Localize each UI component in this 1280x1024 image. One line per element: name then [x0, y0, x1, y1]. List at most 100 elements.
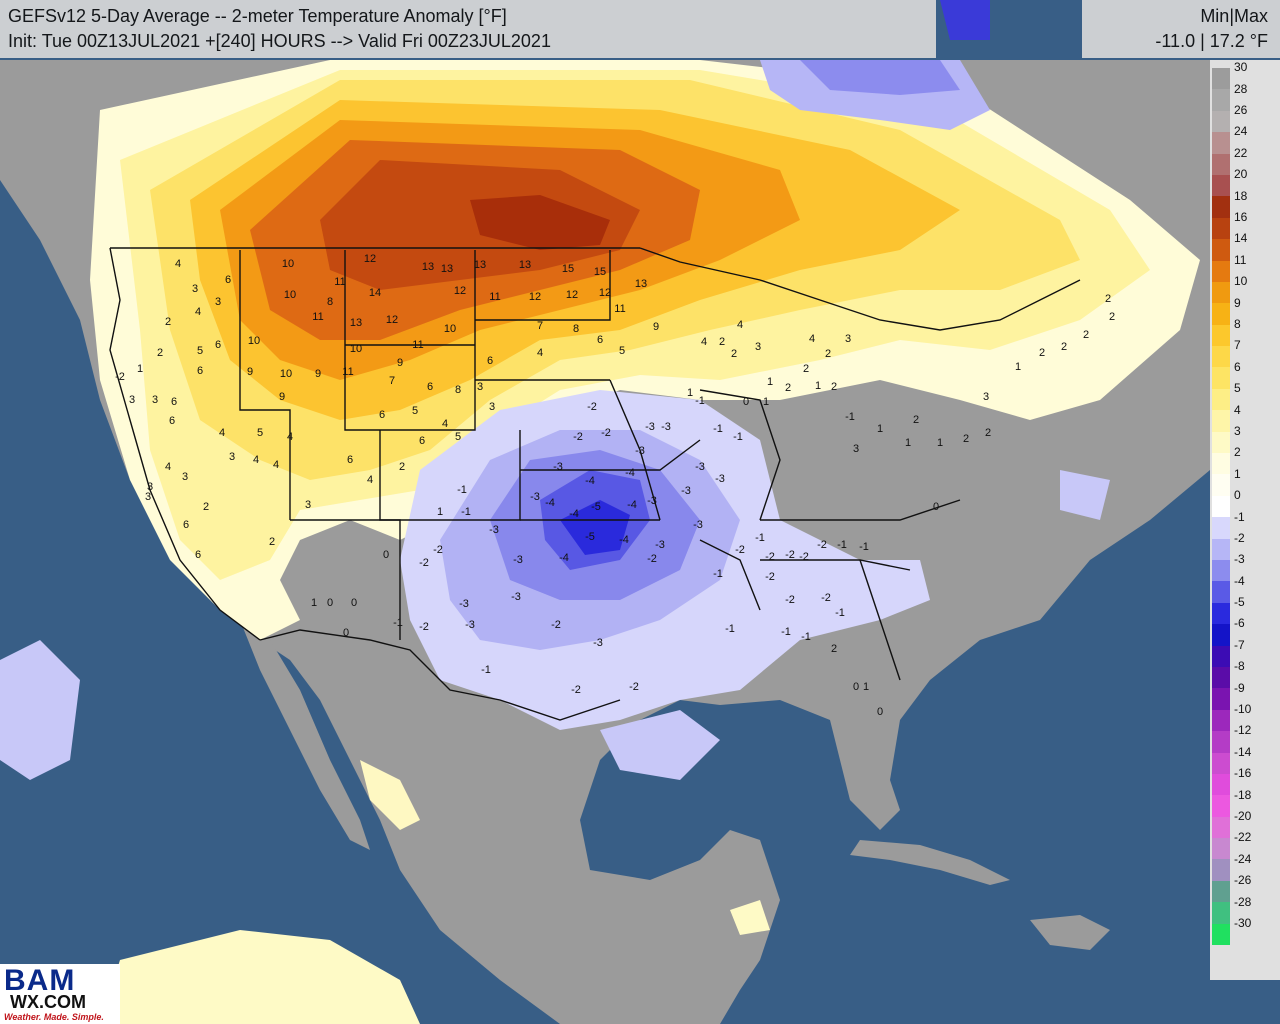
legend-swatch: [1212, 666, 1230, 689]
anomaly-value: -2: [601, 427, 611, 439]
anomaly-value: 14: [369, 287, 381, 299]
cool-anomaly-north-2: [800, 60, 960, 95]
anomaly-value: 2: [731, 348, 737, 360]
anomaly-value: 0: [877, 706, 883, 718]
legend-swatch: [1212, 68, 1230, 90]
anomaly-value: 1: [863, 681, 869, 693]
anomaly-value: -1: [781, 626, 791, 638]
anomaly-value: -4: [585, 475, 595, 487]
minmax-panel: Min|Max -11.0 | 17.2 °F: [1082, 0, 1280, 58]
anomaly-value: 9: [397, 357, 403, 369]
legend-swatch: [1212, 709, 1230, 732]
anomaly-value: -1: [457, 484, 467, 496]
land-cuba: [850, 840, 1010, 885]
anomaly-value: 3: [845, 333, 851, 345]
legend-swatch: [1212, 731, 1230, 753]
legend-label: -26: [1234, 873, 1252, 888]
anomaly-value: 2: [719, 336, 725, 348]
anomaly-value: 12: [566, 289, 578, 301]
legend-label: 20: [1234, 167, 1248, 182]
anomaly-value: 5: [412, 405, 418, 417]
legend-label: -12: [1234, 723, 1252, 738]
anomaly-value: 13: [474, 259, 486, 271]
anomaly-value: 10: [248, 335, 260, 347]
anomaly-value: -3: [645, 421, 655, 433]
legend-label: 18: [1234, 188, 1248, 203]
anomaly-value: 4: [195, 306, 201, 318]
anomaly-value: -4: [559, 552, 569, 564]
anomaly-value: -2: [587, 401, 597, 413]
anomaly-value: -1: [393, 617, 403, 629]
warm-anomaly-pacific: [100, 930, 420, 1024]
legend-swatch: [1212, 239, 1230, 261]
anomaly-value: 1: [937, 437, 943, 449]
cool-anomaly-north-3: [940, 0, 990, 40]
anomaly-value: 0: [351, 597, 357, 609]
anomaly-value: 2: [985, 427, 991, 439]
legend-swatch: [1212, 474, 1230, 496]
anomaly-value: -1: [713, 568, 723, 580]
legend-swatch: [1212, 260, 1230, 282]
anomaly-value: 4: [442, 418, 448, 430]
anomaly-value: -4: [627, 499, 637, 511]
legend-label: -9: [1234, 680, 1245, 695]
anomaly-value: 3: [477, 381, 483, 393]
anomaly-value: -3: [661, 421, 671, 433]
legend-label: -4: [1234, 573, 1245, 588]
cool-anomaly-gulf: [600, 710, 720, 780]
anomaly-value: 4: [219, 427, 225, 439]
anomaly-value: 3: [192, 283, 198, 295]
anomaly-value: 4: [537, 347, 543, 359]
anomaly-value: 6: [171, 396, 177, 408]
anomaly-value: 6: [225, 274, 231, 286]
anomaly-value: 3: [305, 499, 311, 511]
anomaly-value: 6: [347, 454, 353, 466]
anomaly-value: 3: [147, 481, 153, 493]
legend-swatch: [1212, 816, 1230, 839]
cool-anomaly-pacific: [0, 640, 80, 780]
anomaly-value: 0: [933, 501, 939, 513]
anomaly-value: 10: [282, 258, 294, 270]
anomaly-value: 13: [441, 263, 453, 275]
anomaly-value: 7: [389, 375, 395, 387]
anomaly-value: 2: [1039, 347, 1045, 359]
anomaly-value: 13: [350, 317, 362, 329]
anomaly-value: 3: [489, 401, 495, 413]
anomaly-value: 10: [350, 343, 362, 355]
legend-label: -2: [1234, 530, 1245, 545]
anomaly-value: 11: [312, 311, 323, 323]
anomaly-value: 9: [315, 368, 321, 380]
minmax-label: Min|Max: [1200, 6, 1268, 26]
legend-label: 6: [1234, 359, 1241, 374]
anomaly-value: 11: [342, 366, 353, 378]
anomaly-value: 3: [853, 443, 859, 455]
anomaly-value: 0: [383, 549, 389, 561]
legend-swatch: [1212, 217, 1230, 240]
anomaly-value: -5: [591, 501, 601, 513]
legend-label: -3: [1234, 552, 1245, 567]
anomaly-value: 3: [983, 391, 989, 403]
anomaly-value: 9: [247, 366, 253, 378]
anomaly-value: 1: [877, 423, 883, 435]
anomaly-value: 4: [273, 459, 279, 471]
anomaly-value: 10: [284, 289, 296, 301]
anomaly-value: 3: [215, 296, 221, 308]
anomaly-value: 1: [905, 437, 911, 449]
logo-tagline: Weather. Made. Simple.: [4, 1012, 104, 1022]
anomaly-value: 1: [767, 376, 773, 388]
anomaly-value: 0: [743, 396, 749, 408]
legend-label: -14: [1234, 744, 1252, 759]
anomaly-value: 6: [169, 415, 175, 427]
anomaly-value: 12: [599, 287, 611, 299]
logo-wx-text: WX.COM: [10, 992, 86, 1012]
land-baja: [240, 620, 370, 850]
anomaly-value: 3: [145, 491, 151, 503]
anomaly-value: 2: [785, 382, 791, 394]
legend-swatch: [1212, 559, 1230, 582]
anomaly-value: 3: [129, 394, 135, 406]
anomaly-value: -2: [785, 549, 795, 561]
anomaly-value: 6: [419, 435, 425, 447]
anomaly-value: -3: [715, 473, 725, 485]
anomaly-value: -2: [799, 551, 809, 563]
